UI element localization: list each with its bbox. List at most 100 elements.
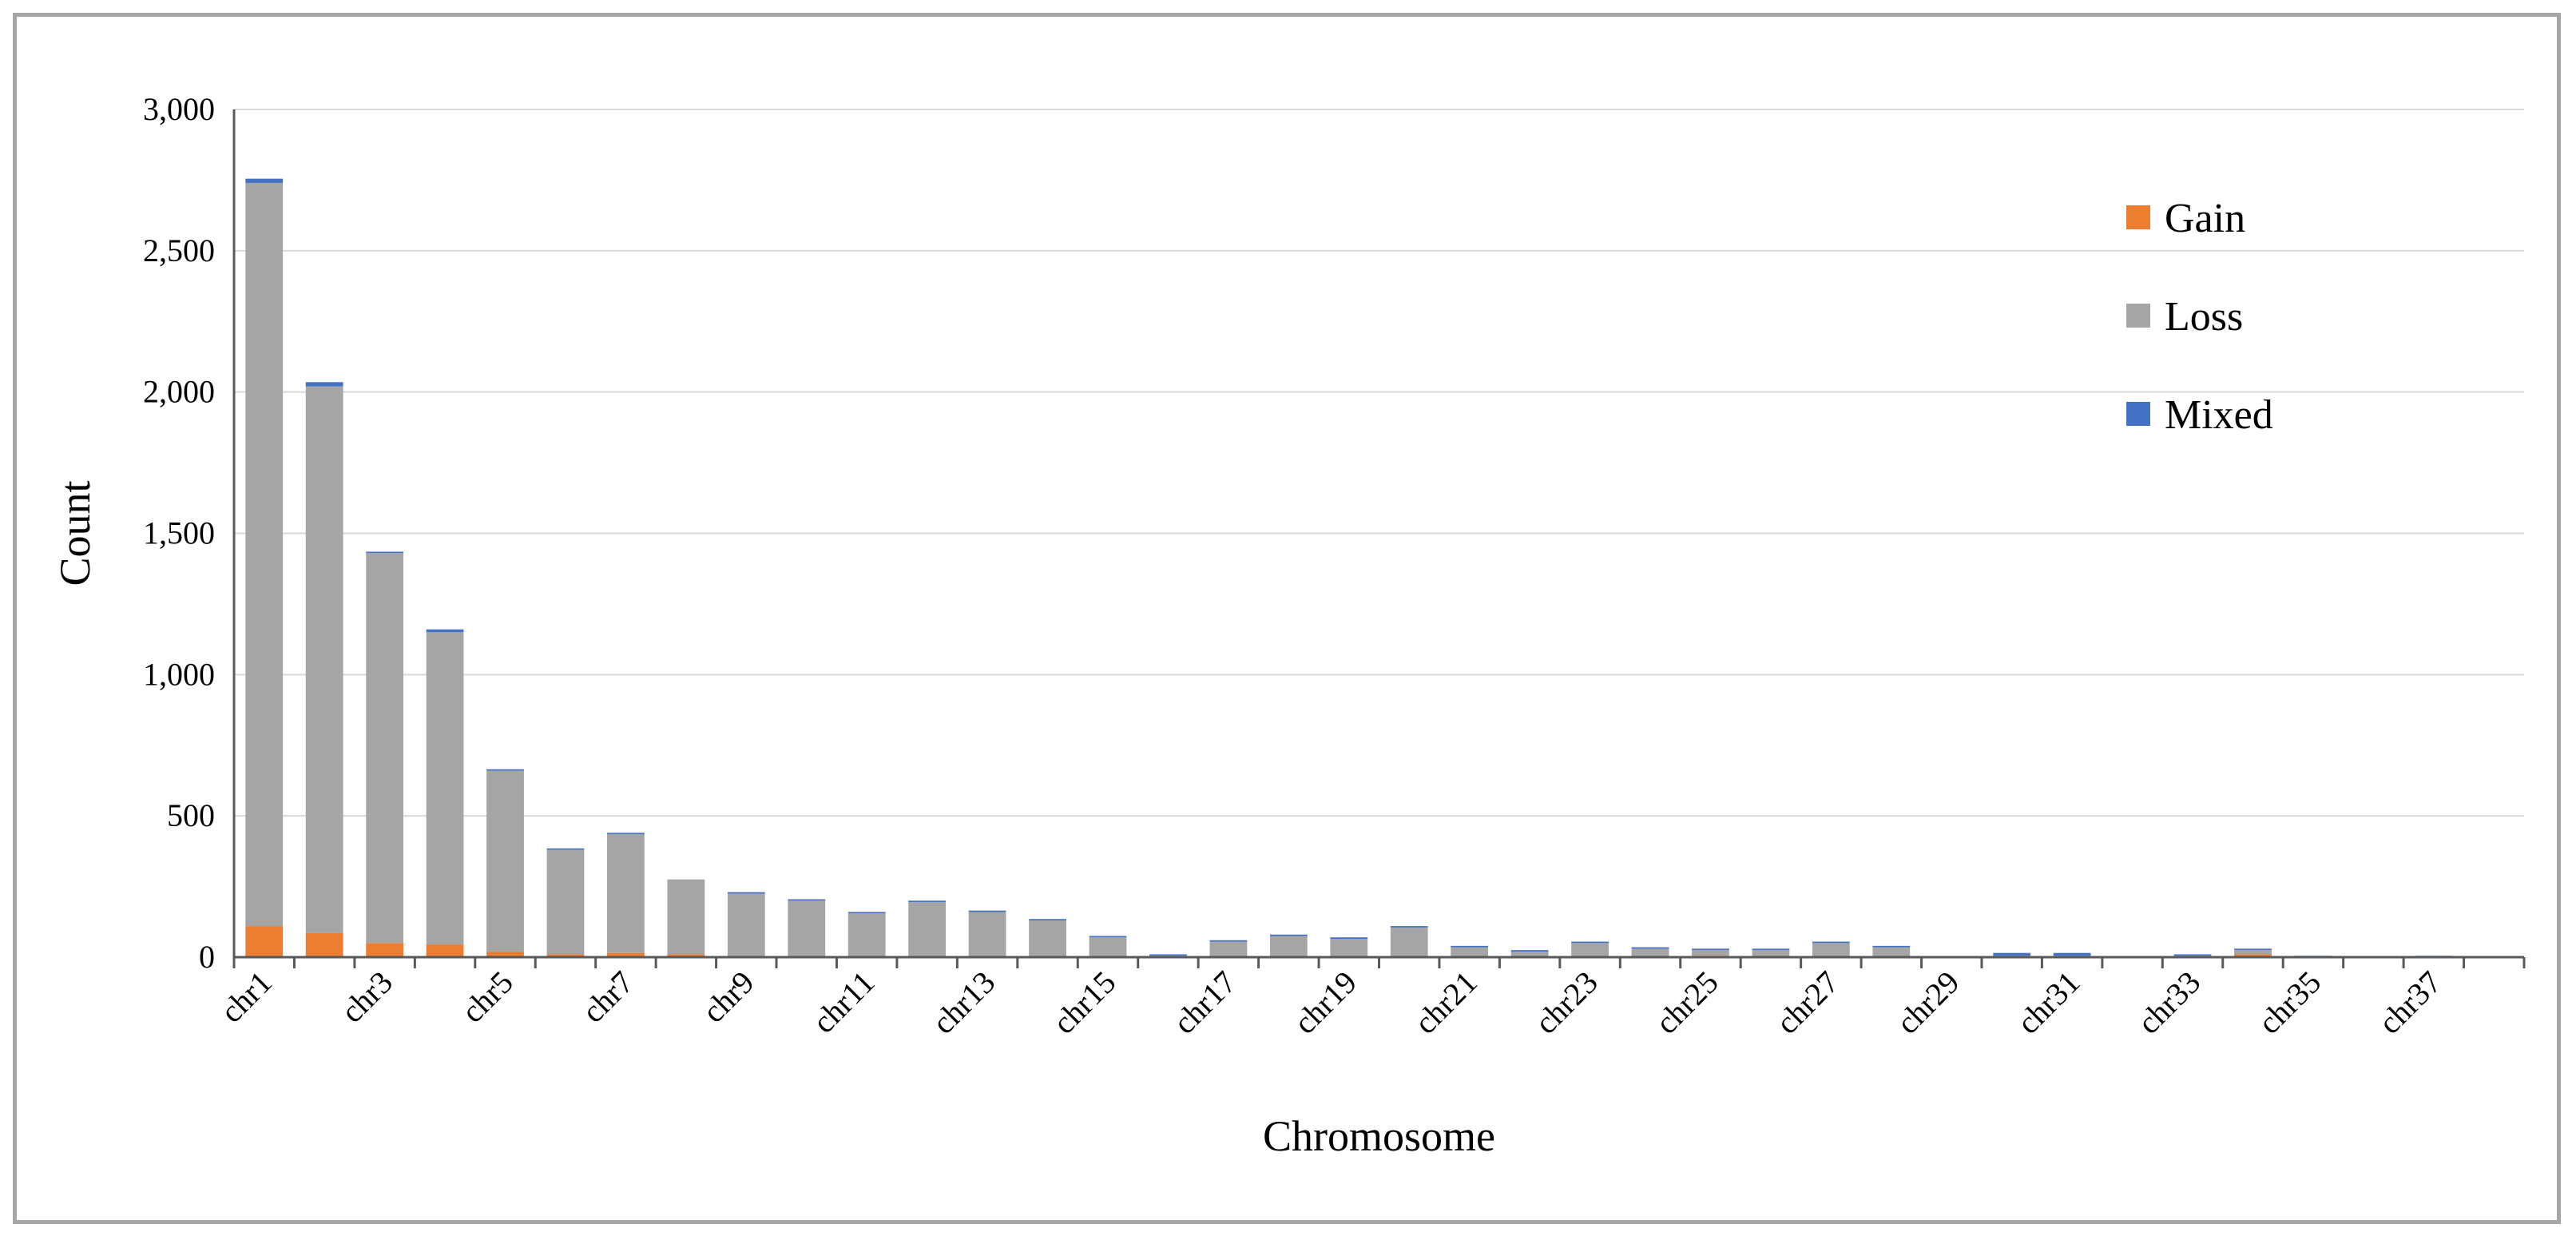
- bar-loss-chr18: [1269, 936, 1308, 957]
- x-tick-label: chr7: [575, 964, 641, 1030]
- bar-mixed-chr15: [1089, 936, 1127, 938]
- bar-mixed-chr5: [486, 769, 524, 771]
- bar-loss-chr12: [908, 902, 947, 957]
- bar-loss-chr11: [847, 913, 886, 957]
- bar-loss-chr22: [1510, 951, 1549, 957]
- y-tick-label: 2,500: [143, 232, 215, 268]
- y-tick-label: 3,000: [143, 91, 215, 127]
- bar-loss-chr15: [1089, 937, 1127, 957]
- bar-loss-chr9: [727, 893, 765, 957]
- bar-mixed-chr19: [1330, 937, 1368, 940]
- bar-loss-chr13: [968, 912, 1006, 957]
- x-tick-label: chr25: [1649, 964, 1725, 1041]
- x-tick-label: chr13: [925, 964, 1002, 1041]
- bar-mixed-chr25: [1692, 948, 1729, 951]
- x-tick-label: chr23: [1528, 964, 1605, 1041]
- bar-loss-chr25: [1692, 950, 1729, 956]
- bar-loss-chr23: [1571, 943, 1609, 957]
- bar-loss-chr3: [366, 553, 404, 944]
- bar-gain-chr34: [2234, 954, 2272, 957]
- bar-mixed-chr10: [788, 899, 826, 901]
- bar-mixed-chr1: [245, 178, 284, 183]
- bars: [245, 178, 2453, 957]
- bar-mixed-chr17: [1209, 940, 1248, 942]
- bar-mixed-chr27: [1812, 941, 1850, 944]
- x-tick-label: chr27: [1768, 964, 1845, 1041]
- bar-gain-chr4: [426, 944, 464, 957]
- legend-swatch-gain: [2126, 205, 2150, 229]
- bar-gain-chr2: [305, 932, 343, 957]
- x-tick-label: chr33: [2130, 964, 2207, 1041]
- x-tick-label: chr1: [213, 964, 279, 1030]
- bar-mixed-chr13: [968, 910, 1006, 912]
- bar-loss-chr34: [2234, 950, 2272, 955]
- bar-mixed-chr18: [1269, 934, 1308, 936]
- bar-mixed-chr28: [1872, 945, 1911, 948]
- bar-mixed-chr26: [1752, 948, 1790, 951]
- legend-label-mixed: Mixed: [2165, 392, 2273, 438]
- x-tick-label: chr19: [1287, 964, 1363, 1041]
- y-tick-label: 1,000: [143, 656, 215, 692]
- bar-loss-chr4: [426, 632, 464, 945]
- bar-mixed-chr31: [2053, 952, 2091, 956]
- x-tick-label: chr15: [1046, 964, 1122, 1041]
- y-tick-label: 2,000: [143, 374, 215, 410]
- x-axis-title: Chromosome: [1263, 1112, 1495, 1160]
- y-axis-ticks: 0 500 1,000 1,500 2,000 2,500 3,000: [143, 91, 215, 975]
- bar-mixed-chr6: [546, 848, 585, 850]
- bar-loss-chr24: [1631, 948, 1669, 957]
- x-tick-label: chr11: [805, 964, 881, 1040]
- bar-mixed-chr33: [2173, 954, 2212, 956]
- bar-loss-chr10: [788, 900, 826, 957]
- bar-loss-chr19: [1330, 939, 1368, 957]
- bar-mixed-chr34: [2234, 948, 2272, 951]
- bar-loss-chr26: [1752, 950, 1790, 957]
- legend: Gain Loss Mixed: [2126, 196, 2273, 438]
- bar-mixed-chr16: [1149, 954, 1187, 956]
- bar-loss-chr5: [486, 770, 524, 952]
- bar-loss-chr8: [667, 879, 705, 955]
- y-axis-title: Count: [51, 480, 99, 586]
- x-tick-label: chr3: [334, 964, 399, 1030]
- legend-swatch-mixed: [2126, 402, 2150, 426]
- bar-mixed-chr4: [426, 629, 464, 633]
- x-tick-label: chr31: [2010, 964, 2086, 1041]
- x-axis-tick-marks: [232, 957, 2526, 968]
- x-tick-label: chr29: [1889, 964, 1966, 1041]
- bar-mixed-chr11: [847, 912, 886, 914]
- bar-loss-chr6: [546, 849, 585, 955]
- bar-gain-chr1: [245, 926, 284, 957]
- bar-gain-chr5: [486, 951, 524, 957]
- bar-mixed-chr7: [607, 833, 645, 835]
- bar-mixed-chr22: [1510, 950, 1549, 952]
- x-tick-label: chr17: [1166, 964, 1243, 1041]
- x-tick-label: chr35: [2251, 964, 2328, 1041]
- bar-gain-chr8: [667, 954, 705, 957]
- legend-label-gain: Gain: [2165, 196, 2245, 241]
- bar-mixed-chr20: [1390, 926, 1428, 928]
- bar-mixed-chr30: [1993, 952, 2031, 956]
- legend-swatch-loss: [2126, 304, 2150, 328]
- bar-loss-chr14: [1029, 920, 1066, 957]
- bar-mixed-chr12: [908, 900, 947, 903]
- bar-mixed-chr21: [1451, 945, 1489, 948]
- bar-loss-chr21: [1451, 947, 1489, 957]
- y-tick-label: 1,500: [143, 515, 215, 551]
- bar-mixed-chr24: [1631, 947, 1669, 949]
- legend-label-loss: Loss: [2165, 294, 2243, 340]
- x-tick-label: chr21: [1407, 964, 1484, 1041]
- bar-mixed-chr23: [1571, 941, 1609, 944]
- bar-loss-chr20: [1390, 927, 1428, 957]
- x-tick-label: chr37: [2372, 964, 2448, 1041]
- x-tick-label: chr9: [696, 964, 761, 1030]
- y-tick-label: 500: [167, 797, 215, 833]
- y-tick-label: 0: [199, 939, 215, 975]
- gridlines: [234, 109, 2524, 817]
- bar-loss-chr7: [607, 834, 645, 953]
- bar-loss-chr1: [245, 182, 284, 927]
- x-tick-label: chr5: [454, 964, 520, 1030]
- bar-loss-chr28: [1872, 947, 1911, 957]
- bar-mixed-chr14: [1029, 919, 1066, 921]
- bar-mixed-chr9: [727, 892, 765, 894]
